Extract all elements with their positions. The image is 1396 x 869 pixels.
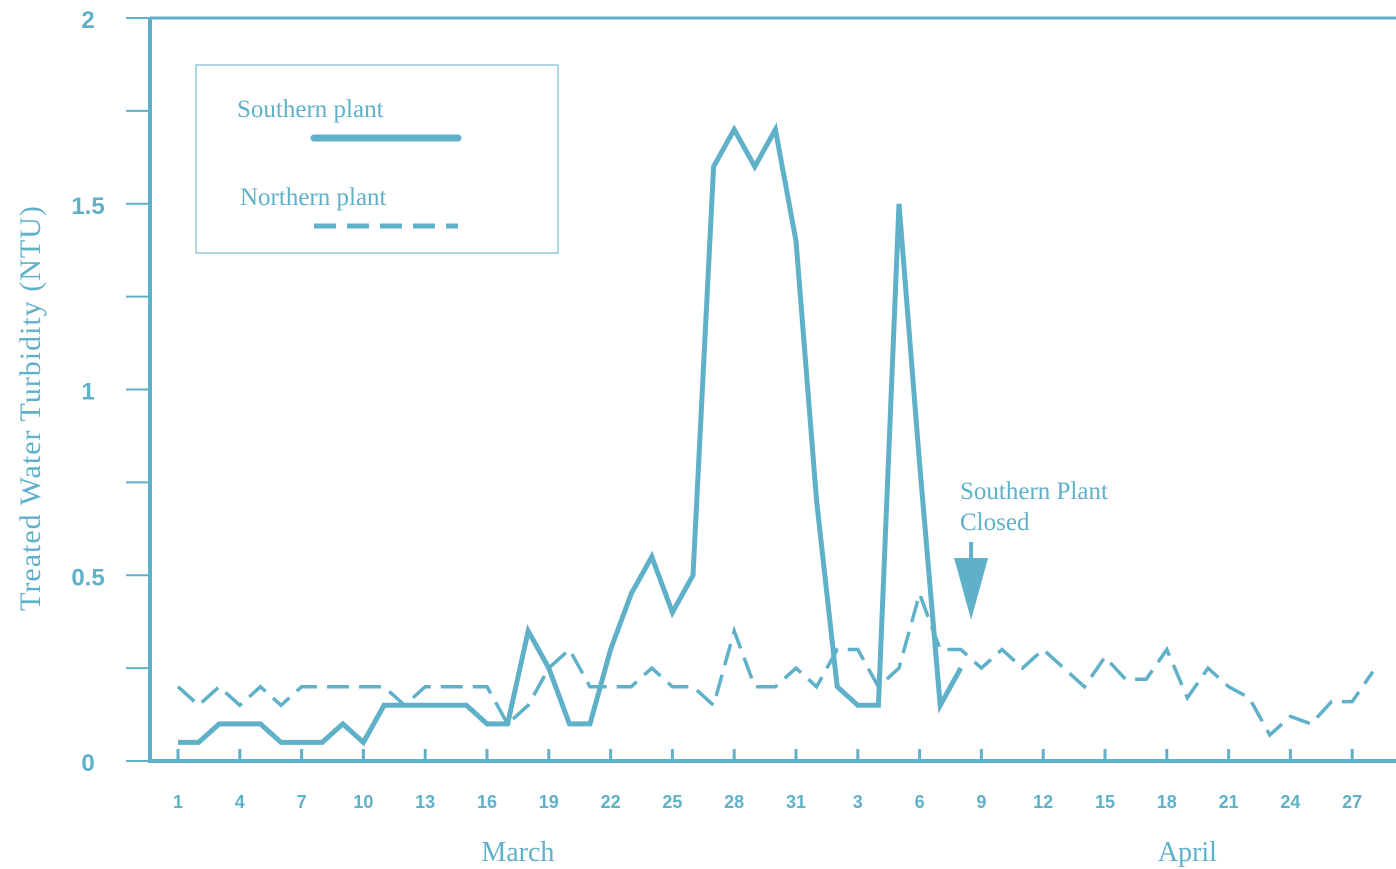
x-tick-label: 1 [173, 792, 183, 812]
x-tick-label: 12 [1033, 792, 1053, 812]
x-tick-label: 25 [662, 792, 682, 812]
x-tick-label: 31 [786, 792, 806, 812]
legend-label-northern: Northern plant [240, 184, 387, 211]
x-tick-label: 7 [297, 792, 307, 812]
y-tick-label: 1 [81, 379, 94, 406]
x-tick-label: 28 [724, 792, 744, 812]
x-tick-label: 21 [1219, 792, 1239, 812]
x-tick-label: 10 [353, 792, 373, 812]
annotation-arrow-icon [954, 558, 988, 620]
annotation-line2: Closed [960, 509, 1030, 536]
x-tick-label: 19 [539, 792, 559, 812]
legend-box [196, 65, 558, 253]
x-tick-label: 9 [976, 792, 986, 812]
annotation-line1: Southern Plant [960, 478, 1108, 505]
month-label: March [481, 837, 554, 868]
labels: 00.511.521 4 7 10 13 16 19 22 25 28 31 3 6 9 12 15 18 21 2… [71, 7, 1362, 868]
x-tick-label: 3 [853, 792, 863, 812]
y-tick-label: 1.5 [71, 193, 104, 220]
x-tick-label: 6 [915, 792, 925, 812]
legend: Southern plant Northern plant [196, 65, 558, 253]
x-tick-label: 4 [235, 792, 245, 812]
axes [148, 18, 1396, 763]
x-tick-label: 22 [601, 792, 621, 812]
x-tick-label: 15 [1095, 792, 1115, 812]
series-layer [178, 130, 1373, 743]
y-tick-label: 0.5 [71, 564, 104, 591]
y-tick-label: 2 [81, 7, 94, 34]
legend-label-southern: Southern plant [237, 96, 384, 123]
month-label: April [1158, 837, 1217, 868]
x-tick-label: 24 [1280, 792, 1300, 812]
x-tick-label: 18 [1157, 792, 1177, 812]
x-tick-label: 13 [415, 792, 435, 812]
annotation: Southern Plant Closed [954, 478, 1108, 620]
y-axis-label: Treated Water Turbidity (NTU) [14, 205, 47, 611]
series-northern-plant [178, 594, 1373, 735]
x-tick-label: 16 [477, 792, 497, 812]
x-tick-label: 27 [1342, 792, 1362, 812]
y-tick-label: 0 [81, 750, 94, 777]
series-southern-plant [178, 130, 961, 743]
